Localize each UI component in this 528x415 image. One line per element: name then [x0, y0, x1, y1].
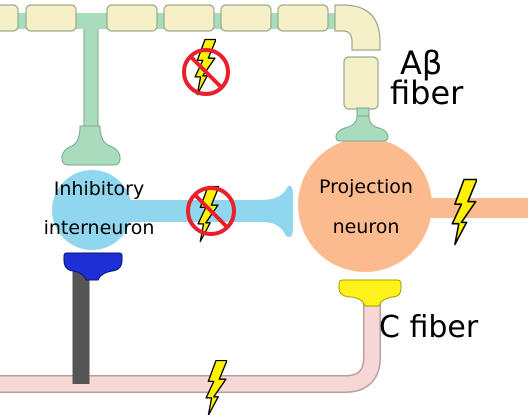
abeta-fiber-label-line1: Aβ: [400, 44, 442, 82]
projection-label-line2: neuron: [333, 216, 400, 238]
c-fiber-axon: [0, 300, 381, 393]
projection-label-line1: Projection: [319, 176, 413, 198]
projection-axon: [420, 198, 528, 218]
inhibitory-label-line2: interneuron: [44, 217, 155, 239]
abeta-fiber-label-line2: fiber: [390, 74, 464, 112]
projection-neuron-soma: [298, 138, 432, 272]
inhibitory-interneuron-soma: [52, 170, 132, 250]
abeta-projection-terminal: [335, 115, 389, 142]
blocked-signal-icon: [182, 38, 230, 96]
abeta-interneuron-terminal: [61, 125, 121, 166]
abeta-myelin-sheath: [0, 4, 381, 110]
blocked-signal-icon: [186, 185, 236, 243]
inhibitory-synapse-terminal: [63, 252, 123, 281]
c-fiber-label: C fiber: [379, 310, 479, 345]
inhibitory-label-line1: Inhibitory: [54, 178, 144, 200]
c-fiber-terminal: [338, 279, 402, 307]
